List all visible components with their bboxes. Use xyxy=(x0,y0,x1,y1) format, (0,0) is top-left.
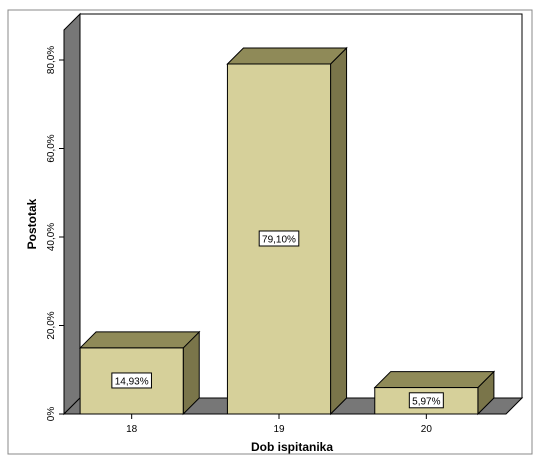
x-tick-label: 19 xyxy=(273,424,285,435)
bar-top xyxy=(226,47,348,65)
data-label-box xyxy=(111,372,152,389)
bar-front xyxy=(79,347,184,415)
data-label: 79,10% xyxy=(262,234,296,245)
x-tick-label: 20 xyxy=(421,424,433,435)
data-label: 14,93% xyxy=(115,376,149,387)
data-label-box xyxy=(408,392,444,409)
bar-top xyxy=(78,331,201,349)
data-label: 5,97% xyxy=(412,396,440,407)
y-tick-label: 20,0% xyxy=(46,311,57,339)
bar: 14,93% xyxy=(78,330,201,416)
y-tick-label: 60,0% xyxy=(46,134,57,162)
y-tick-label: 80,0% xyxy=(46,46,57,74)
bar-side xyxy=(330,46,348,416)
bar: 79,10% xyxy=(226,46,348,416)
x-axis: 18 19 20 xyxy=(126,414,432,435)
bar: 5,97% xyxy=(373,370,496,416)
data-label-box xyxy=(258,230,300,247)
left-wall xyxy=(63,12,81,416)
bar-top xyxy=(373,371,496,389)
y-axis: 0% 20,0% 40,0% 60,0% 80,0% xyxy=(46,30,65,422)
y-axis-title: Postotak xyxy=(25,198,39,249)
chart-frame xyxy=(7,9,533,455)
y-tick-label: 40,0% xyxy=(46,223,57,251)
y-tick-label: 0% xyxy=(46,407,57,422)
x-tick-label: 18 xyxy=(126,424,138,435)
x-axis-title: Dob ispitanika xyxy=(251,440,333,454)
